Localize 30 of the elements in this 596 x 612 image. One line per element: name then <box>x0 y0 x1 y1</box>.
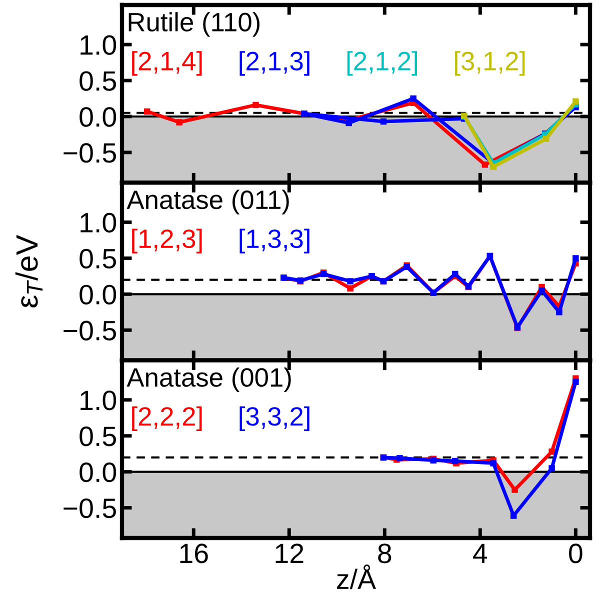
y-tick-label: −0.5 <box>64 143 116 163</box>
y-tick-label: 1.0 <box>80 212 116 233</box>
y-tick-label: 0.5 <box>80 71 116 91</box>
y-tick-label: −0.5 <box>64 320 116 340</box>
y-tick-label: 0.0 <box>80 107 116 127</box>
y-tick-label: 1.0 <box>80 390 116 410</box>
text: [3,3,2] <box>240 406 310 432</box>
series-label: [2,1,4] <box>132 51 202 76</box>
x-tick-label: 4 <box>473 544 488 563</box>
text: [2,2,2] <box>132 406 202 432</box>
y-tick-label: 0.5 <box>80 248 116 269</box>
chart-title: Rutile (110) <box>128 12 260 37</box>
x-tick-label: 12 <box>276 544 304 563</box>
y-tick-label: 1.0 <box>80 35 116 55</box>
series-label: [2,1,3] <box>240 51 310 76</box>
series-label: [3,1,2] <box>455 51 525 76</box>
y-tick-label: 0.0 <box>80 462 116 482</box>
x-tick-label: 0 <box>569 544 582 564</box>
y-tick-label: 0.5 <box>80 426 116 446</box>
chart-title: Anatase (011) <box>126 190 289 214</box>
y-tick-label: 0.0 <box>80 284 116 304</box>
x-tick-label: 16 <box>180 544 208 564</box>
chart-title: Anatase (001) <box>126 367 291 392</box>
y-axis-title: ε$_{T}$/eV <box>15 234 43 308</box>
x-axis-title: z/Å <box>337 564 376 590</box>
text: [1,2,3] <box>132 228 202 254</box>
y-tick-label: −0.5 <box>64 498 116 518</box>
x-tick-label: 8 <box>378 544 392 564</box>
series-label: [1,3,3] <box>240 228 310 254</box>
text: [2,1,2] <box>347 51 417 76</box>
